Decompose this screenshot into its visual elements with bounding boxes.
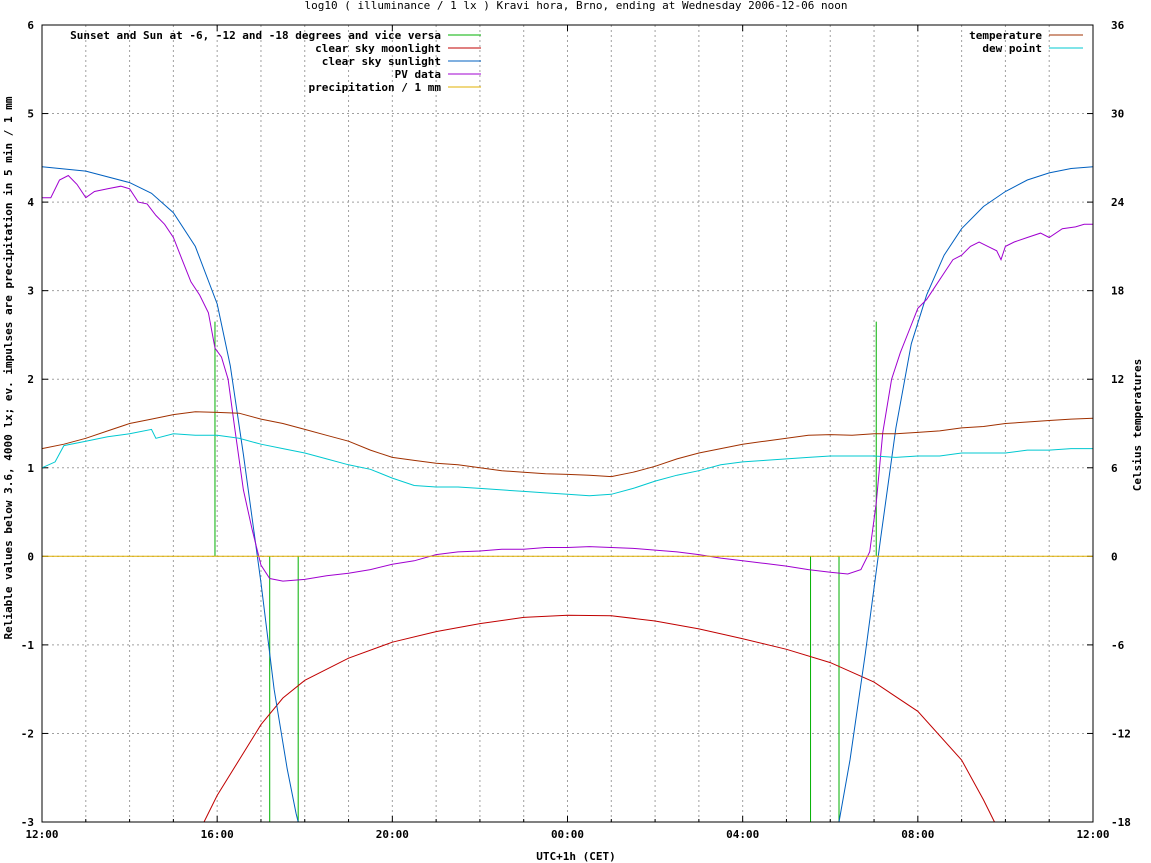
legend-label: precipitation / 1 mm <box>309 81 442 94</box>
y2-tick-label: -12 <box>1111 727 1131 740</box>
x-tick-label: 20:00 <box>376 828 409 841</box>
legend: Sunset and Sun at -6, -12 and -18 degree… <box>70 29 1083 94</box>
y2-tick-label: 12 <box>1111 373 1124 386</box>
x-tick-label: 04:00 <box>726 828 759 841</box>
legend-label: Sunset and Sun at -6, -12 and -18 degree… <box>70 29 441 42</box>
series-group <box>41 166 1094 823</box>
legend-label: clear sky sunlight <box>322 55 441 68</box>
y2-tick-label: -6 <box>1111 639 1125 652</box>
y-axis-label: Reliable values below 3.6, 4000 lx; ev. … <box>2 96 15 639</box>
y2-tick-label: -18 <box>1111 816 1131 829</box>
plot-border <box>41 24 1094 823</box>
y-tick-label: 2 <box>27 373 34 386</box>
x-tick-label: 12:00 <box>1076 828 1109 841</box>
y-tick-label: 5 <box>27 108 34 121</box>
y2-tick-label: 0 <box>1111 550 1118 563</box>
x-axis-label: UTC+1h (CET) <box>536 850 615 863</box>
y2-tick-label: 30 <box>1111 108 1124 121</box>
legend-label: dew point <box>982 42 1042 55</box>
y2-tick-label: 18 <box>1111 285 1124 298</box>
series-temperature-line <box>41 411 1094 478</box>
y-tick-label: -3 <box>21 816 34 829</box>
x-tick-label: 16:00 <box>201 828 234 841</box>
y-tick-label: 4 <box>27 196 34 209</box>
y2-tick-label: 36 <box>1111 19 1125 32</box>
legend-label: temperature <box>969 29 1042 42</box>
y-tick-label: 6 <box>27 19 34 32</box>
x-tick-label: 00:00 <box>551 828 584 841</box>
legend-label: clear sky moonlight <box>315 42 441 55</box>
y-tick-label: 0 <box>27 550 34 563</box>
grid <box>42 25 1093 822</box>
y2-tick-label: 24 <box>1111 196 1125 209</box>
x-tick-label: 12:00 <box>25 828 58 841</box>
y-tick-label: 1 <box>27 462 34 475</box>
series-dew-point-line <box>41 428 1093 497</box>
y-tick-label: 3 <box>27 285 34 298</box>
axis-ticks: 12:00 16:00 20:00 00:00 04:00 08:00 12:00-3-2-… <box>21 19 1131 841</box>
x-tick-label: 08:00 <box>901 828 934 841</box>
y-tick-label: -2 <box>21 727 34 740</box>
chart-title: log10 ( illuminance / 1 lx ) Kravi hora,… <box>304 0 847 12</box>
y2-axis-label: Celsius temperatures <box>1131 359 1144 491</box>
series-clear-sky-moonlight-line <box>203 614 995 823</box>
y-tick-label: -1 <box>21 639 35 652</box>
y2-tick-label: 6 <box>1111 462 1118 475</box>
series-pv-data-line <box>42 174 1093 582</box>
legend-label: PV data <box>395 68 441 81</box>
